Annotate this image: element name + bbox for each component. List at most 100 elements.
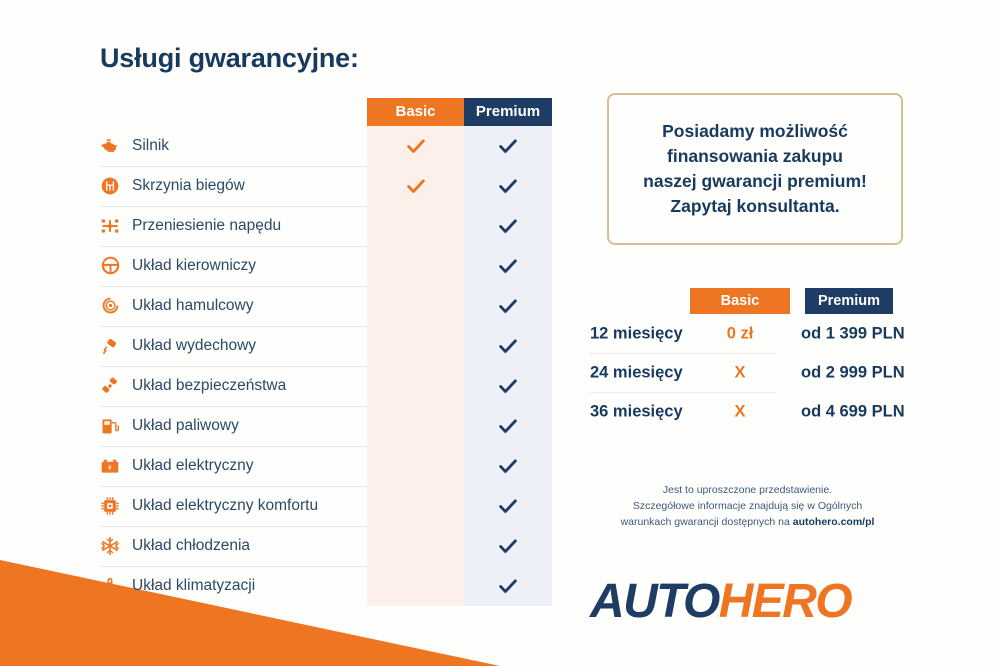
logo-part-auto: AUTO	[590, 575, 720, 628]
pricing-term-label: 24 miesięcy	[590, 363, 683, 381]
seatbelt-icon	[100, 376, 132, 396]
row-separator	[100, 565, 367, 567]
feature-row: Układ wydechowy	[100, 325, 565, 366]
premium-check-icon	[497, 135, 519, 157]
feature-label: Układ elektryczny	[132, 456, 254, 474]
feature-label: Układ hamulcowy	[132, 296, 254, 314]
feature-row: Silnik	[100, 126, 565, 166]
row-separator	[100, 285, 367, 287]
fuel-pump-icon	[100, 416, 132, 436]
exhaust-icon	[100, 336, 132, 356]
gearbox-icon	[100, 176, 132, 196]
feature-row: Układ klimatyzacji	[100, 565, 565, 606]
feature-row: Skrzynia biegów	[100, 165, 565, 206]
engine-icon	[100, 136, 132, 156]
premium-check-icon	[497, 415, 519, 437]
row-separator	[100, 445, 367, 447]
row-separator	[100, 205, 367, 207]
feature-label: Układ bezpieczeństwa	[132, 376, 287, 394]
pricing-row: 12 miesięcy 0 zł od 1 399 PLN	[590, 314, 910, 353]
thermometer-icon	[100, 576, 132, 596]
feature-row: Układ bezpieczeństwa	[100, 365, 565, 406]
pricing-header-basic: Basic	[690, 288, 790, 314]
promo-line-3: naszej gwarancji premium!	[643, 171, 867, 191]
feature-row: Układ elektryczny	[100, 445, 565, 486]
row-separator	[100, 325, 367, 327]
warranty-services-panel: Usługi gwarancyjne: Basic Premium Silnik…	[100, 43, 565, 606]
column-header-basic: Basic	[367, 97, 464, 126]
pricing-premium-value: od 2 999 PLN	[801, 363, 905, 381]
chip-icon	[100, 496, 132, 516]
feature-label: Układ klimatyzacji	[132, 576, 256, 594]
pricing-premium-value: od 1 399 PLN	[801, 324, 905, 342]
row-separator	[100, 245, 367, 247]
column-header-premium: Premium	[464, 97, 552, 126]
disclaimer-line-1: Jest to uproszczone przedstawienie.	[662, 484, 833, 496]
feature-row: Układ paliwowy	[100, 405, 565, 446]
premium-check-icon	[497, 535, 519, 557]
feature-label: Układ wydechowy	[132, 336, 257, 354]
feature-row: Układ chłodzenia	[100, 525, 565, 566]
promo-line-4: Zapytaj konsultanta.	[670, 195, 840, 216]
promo-line-2: finansowania zakupu	[667, 146, 843, 167]
row-separator	[100, 365, 367, 367]
feature-row: Układ kierowniczy	[100, 245, 565, 286]
row-separator	[100, 405, 367, 407]
basic-check-icon	[405, 135, 427, 157]
premium-check-icon	[497, 495, 519, 517]
feature-row: Układ hamulcowy	[100, 285, 565, 326]
steering-wheel-icon	[100, 255, 132, 276]
snowflake-icon	[100, 536, 132, 556]
row-separator	[100, 525, 367, 527]
autohero-logo: AUTOHERO	[590, 575, 853, 628]
feature-label: Przeniesienie napędu	[132, 216, 282, 234]
premium-check-icon	[497, 255, 519, 277]
page-title: Usługi gwarancyjne:	[100, 43, 359, 73]
premium-check-icon	[497, 175, 519, 197]
pricing-basic-value: X	[734, 363, 746, 381]
pricing-term-label: 12 miesięcy	[590, 324, 683, 342]
battery-icon	[100, 456, 132, 476]
premium-check-icon	[497, 375, 519, 397]
pricing-table: Basic Premium 12 miesięcy 0 zł od 1 399 PL…	[590, 288, 910, 431]
feature-label: Układ elektryczny komfortu	[132, 496, 319, 514]
row-separator	[100, 165, 367, 167]
pricing-premium-value: od 4 699 PLN	[801, 402, 905, 420]
financing-promo-text: Posiadamy możliwość finansowania zakupu …	[631, 119, 879, 218]
pricing-basic-value: X	[734, 402, 746, 420]
premium-column-background	[464, 97, 552, 606]
basic-column-background	[367, 97, 464, 606]
feature-label: Układ paliwowy	[132, 416, 239, 434]
pricing-term-label: 36 miesięcy	[590, 402, 683, 420]
feature-label: Układ chłodzenia	[132, 536, 251, 554]
feature-row: Układ elektryczny komfortu	[100, 485, 565, 526]
basic-check-icon	[405, 175, 427, 197]
disclaimer-line-2: Szczegółowe informacje znajdują się w Og…	[632, 499, 863, 512]
pricing-header-premium: Premium	[805, 288, 893, 314]
feature-row: Przeniesienie napędu	[100, 205, 565, 246]
brake-disc-icon	[100, 295, 132, 316]
premium-check-icon	[497, 455, 519, 477]
feature-label: Skrzynia biegów	[132, 176, 245, 194]
premium-check-icon	[497, 335, 519, 357]
row-separator	[100, 485, 367, 487]
promo-line-1: Posiadamy możliwość	[662, 121, 848, 142]
disclaimer-text: Jest to uproszczone przedstawienie. Szcz…	[585, 483, 910, 530]
pricing-row-separator	[590, 353, 776, 354]
feature-label: Układ kierowniczy	[132, 256, 257, 274]
pricing-basic-value: 0 zł	[726, 324, 754, 342]
premium-check-icon	[497, 215, 519, 237]
drivetrain-icon	[100, 216, 132, 236]
disclaimer-website-link[interactable]: autohero.com/pl	[792, 515, 875, 528]
disclaimer-line-3-prefix: warunkach gwarancji dostępnych na	[620, 515, 793, 528]
features-row-list: Silnik Skrzynia biegów Przeniesienie napęd…	[100, 126, 565, 606]
financing-promo-box: Posiadamy możliwość finansowania zakupu …	[607, 93, 903, 245]
feature-label: Silnik	[132, 136, 170, 154]
features-table: Basic Premium Silnik Skrzynia biegów Przen…	[100, 97, 565, 606]
features-table-header: Basic Premium	[100, 97, 565, 126]
premium-check-icon	[497, 575, 519, 597]
logo-part-hero: HERO	[718, 575, 853, 628]
